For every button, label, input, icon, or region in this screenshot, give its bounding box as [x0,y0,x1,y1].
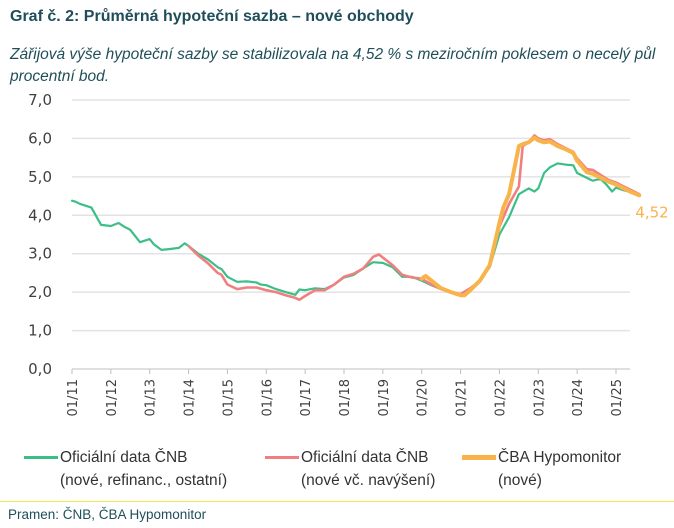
x-tick-label: 01/18 [338,379,353,416]
x-tick-label: 01/11 [66,379,81,416]
series-line-1 [70,162,641,296]
x-tick-label: 01/16 [260,379,275,416]
x-tick-label: 01/15 [221,379,236,416]
y-tick-label: 5,0 [28,168,52,186]
chart-subtitle: Zářijová výše hypoteční sazby se stabili… [10,46,656,85]
y-tick-label: 4,0 [28,206,52,224]
x-tick-label: 01/20 [416,379,431,416]
legend-item-cnb-new: Oficiální data ČNB (nové vč. navýšení) [265,446,435,492]
legend-label: Oficiální data ČNB [301,449,429,466]
legend-label: Oficiální data ČNB [60,449,188,466]
legend-sublabel: (nové vč. navýšení) [301,472,436,489]
legend-item-cba: ČBA Hypomonitor (nové) [462,446,621,492]
footer-divider [0,501,674,502]
end-value-label: 4,52 [635,203,668,221]
legend-sublabel: (nové) [498,472,542,489]
y-tick-label: 7,0 [28,91,52,109]
series-lines [70,134,642,302]
x-tick-label: 01/19 [377,379,392,416]
series-line-2 [187,134,641,302]
y-tick-label: 0,0 [28,360,52,378]
legend-item-cnb-total: Oficiální data ČNB (nové, refinanc., ost… [24,446,227,492]
x-tick-label: 01/24 [571,379,586,416]
x-axis: 01/11 01/12 01/13 01/14 01/15 01/16 01/17 01/18… [66,368,630,416]
x-tick-label: 01/25 [610,379,625,416]
legend-sublabel: (nové, refinanc., ostatní) [60,472,228,489]
y-tick-label: 6,0 [28,129,52,147]
x-tick-label: 01/23 [532,379,547,416]
y-tick-label: 3,0 [28,245,52,263]
x-tick-label: 01/17 [299,379,314,416]
legend-swatch-orange [462,455,496,460]
x-tick-label: 01/12 [105,379,120,416]
chart-title: Graf č. 2: Průměrná hypoteční sazba – no… [10,8,414,25]
y-tick-label: 1,0 [28,322,52,340]
series-line-3 [419,135,642,298]
x-tick-label: 01/21 [455,379,470,416]
y-axis-ticks: 0,0 1,0 2,0 3,0 4,0 5,0 6,0 7,0 [28,91,52,378]
legend-swatch-red [265,456,299,459]
legend-swatch-green [24,456,58,459]
legend-label: ČBA Hypomonitor [498,449,622,466]
x-tick-label: 01/13 [144,379,159,416]
line-chart: 0,0 1,0 2,0 3,0 4,0 5,0 6,0 7,0 01/11 01/12 01/13… [28,91,669,416]
x-tick-label: 01/22 [493,379,508,416]
gridlines [72,99,630,332]
source-note: Pramen: ČNB, ČBA Hypomonitor [8,507,207,522]
x-tick-label: 01/14 [183,379,198,416]
y-tick-label: 2,0 [28,283,52,301]
